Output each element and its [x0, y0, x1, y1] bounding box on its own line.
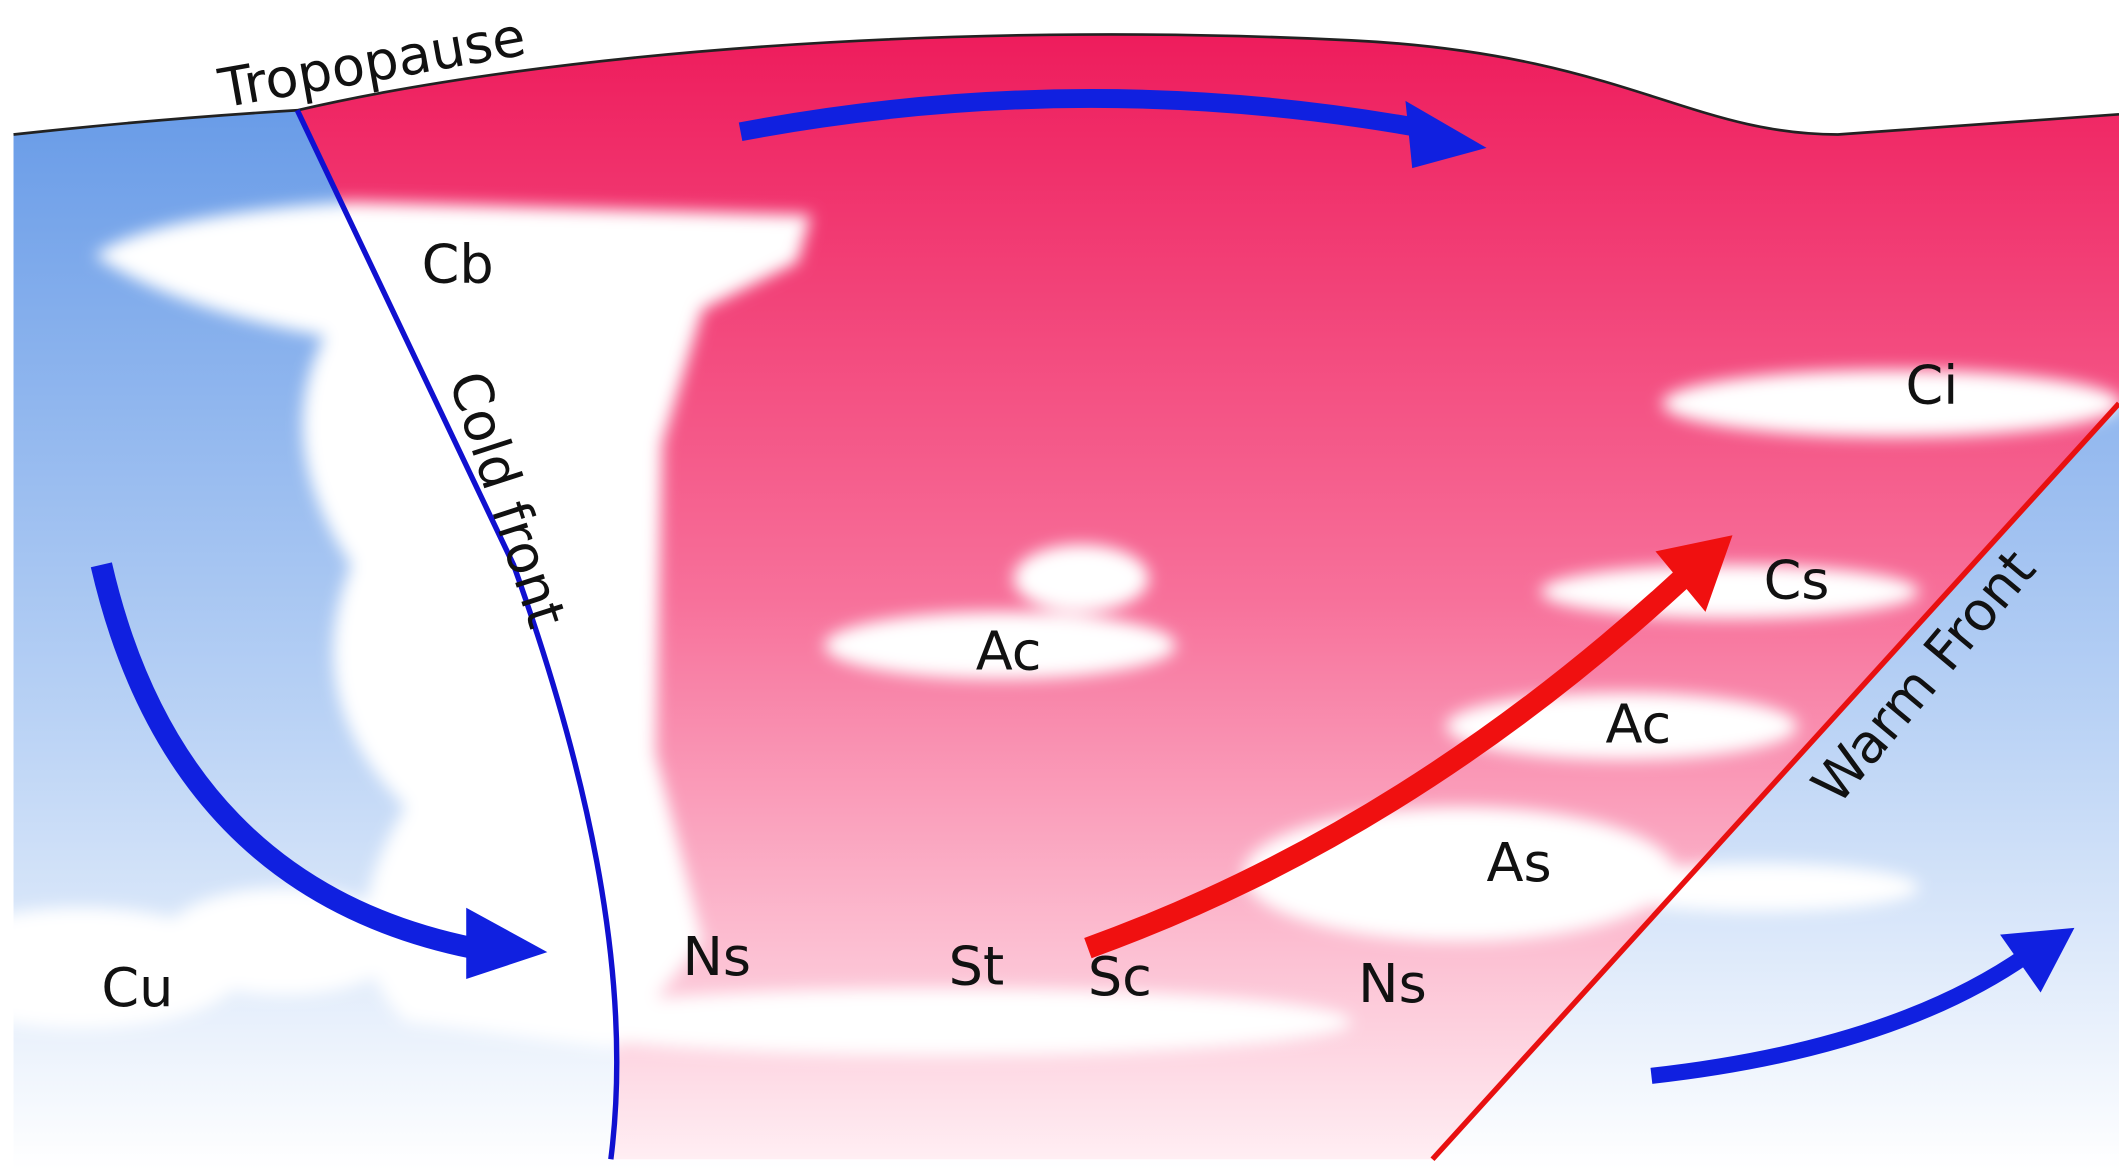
lower-right-arrow-head — [2000, 927, 2075, 993]
lower-right-arrow — [1650, 948, 2032, 1084]
warm-front-line — [1430, 401, 2119, 1162]
red-arrow-head — [1655, 535, 1733, 612]
red-arrow — [1084, 570, 1690, 959]
cloud-label: Cb — [422, 233, 494, 296]
upper-arrow-head — [1405, 100, 1487, 169]
upper-arrow — [738, 89, 1421, 142]
arrows — [90, 89, 2075, 1084]
cloud-label: As — [1487, 831, 1552, 894]
cloud-label: St — [949, 935, 1004, 998]
left-arrow — [90, 562, 476, 959]
cloud-label: Sc — [1088, 945, 1152, 1008]
cloud-label: Cs — [1764, 549, 1830, 612]
cloud-label: Ns — [682, 925, 751, 988]
left-arrow-head — [466, 907, 548, 980]
cloud-label: Ac — [976, 620, 1042, 683]
cloud-label: Ns — [1358, 952, 1427, 1015]
cloud-label: Cu — [101, 956, 173, 1019]
tropopause-line — [13, 33, 2119, 136]
cold-front-line — [294, 109, 620, 1160]
cloud-label: Ci — [1905, 354, 1958, 417]
clouds — [0, 201, 2119, 1056]
cloud-label: Ac — [1605, 692, 1671, 755]
